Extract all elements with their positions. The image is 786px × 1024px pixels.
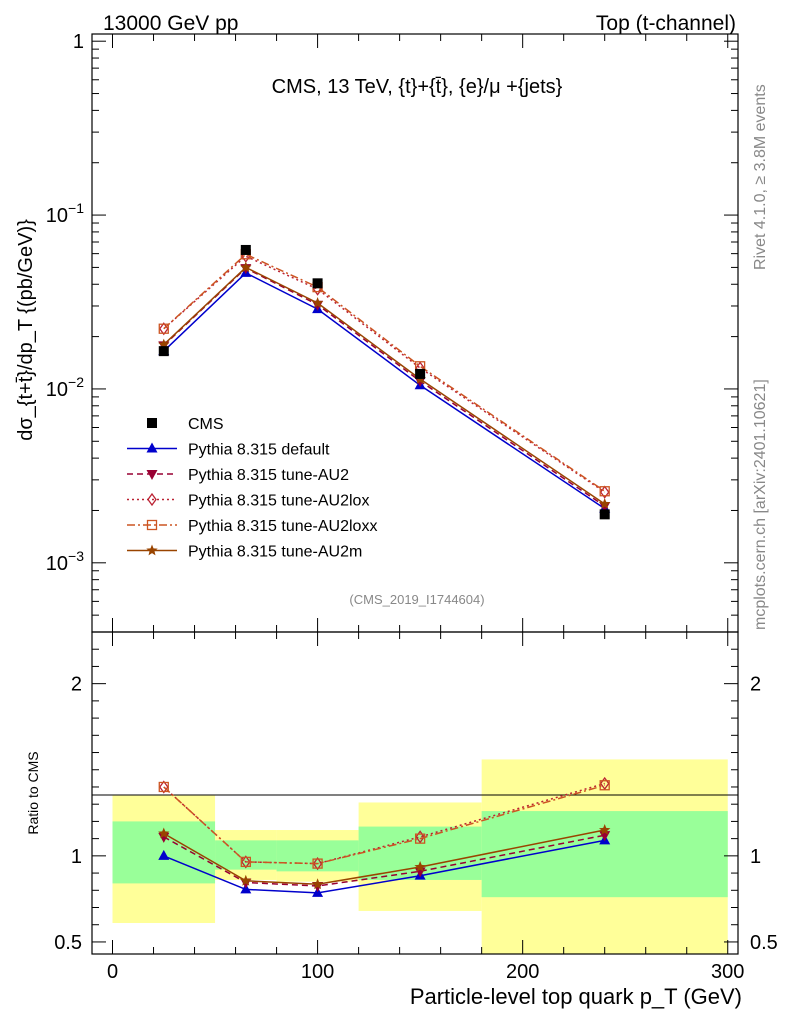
- upper-y-tick-label: 1: [73, 31, 84, 53]
- legend-label-au2loxx: Pythia 8.315 tune-AU2loxx: [188, 518, 377, 535]
- ratio-y-tick-label-left: 2: [71, 674, 82, 696]
- header-energy: 13000 GeV pp: [103, 12, 238, 35]
- ratio-frame: [91, 631, 739, 955]
- line-au2lox: [163, 255, 606, 493]
- upper-title: CMS, 13 TeV, {t}+{t̄}, {e}/μ +{jets}: [272, 76, 563, 98]
- ratio-point-au2m-2: [311, 878, 324, 890]
- ratio-point-au2m-0: [158, 827, 170, 839]
- legend-item-au2m: Pythia 8.315 tune-AU2m: [127, 544, 362, 561]
- band-green-1: [215, 840, 277, 870]
- upper-y-tick-label: 10−1: [46, 200, 84, 227]
- mcplots-label: mcplots.cern.ch [arXiv:2401.10621]: [752, 379, 769, 630]
- series-au2loxx: [158, 249, 610, 497]
- legend-marker-default: [146, 442, 158, 453]
- legend-marker-cms: [147, 418, 157, 428]
- ratio-y-tick-label-left: 0.5: [54, 932, 82, 954]
- ratio-series-au2m: [158, 824, 611, 890]
- legend-label-au2: Pythia 8.315 tune-AU2: [188, 467, 349, 484]
- point-au2loxx-0: [158, 323, 169, 334]
- ratio-y-tick-label-right: 2: [750, 674, 761, 696]
- ratio-point-au2lox-3: [415, 830, 425, 844]
- ratio-series-au2loxx: [158, 780, 610, 869]
- upper-panel: CMS, 13 TeV, {t}+{t̄}, {e}/μ +{jets} (CM…: [15, 31, 739, 633]
- legend-label-au2lox: Pythia 8.315 tune-AU2lox: [188, 493, 369, 510]
- ratio-point-au2lox-2: [312, 856, 323, 871]
- upper-y-tick-label: 10−2: [46, 374, 84, 401]
- point-cms-0: [158, 346, 169, 357]
- ratio-point-au2loxx-3: [414, 833, 426, 844]
- upper-y-axis-label: dσ_{t+t̄}/dp_T {(pb/GeV)}: [15, 219, 37, 441]
- point-au2m-0: [158, 338, 170, 350]
- point-au2m-4: [599, 498, 611, 509]
- ratio-point-au2m-3: [414, 861, 426, 872]
- x-tick-label: 0: [107, 961, 118, 983]
- legend-marker-au2m: [146, 544, 158, 556]
- legend-item-au2lox: Pythia 8.315 tune-AU2lox: [127, 493, 369, 510]
- legend-marker-au2: [146, 470, 158, 480]
- ratio-y-tick-label-left: 1: [71, 846, 82, 868]
- series-cms: [158, 244, 610, 520]
- ratio-point-au2loxx-1: [240, 856, 251, 868]
- point-au2m-1: [240, 261, 252, 273]
- ratio-point-default-0: [158, 849, 170, 860]
- ratio-point-au2lox-4: [599, 776, 610, 791]
- header-process: Top (t-channel): [596, 12, 736, 35]
- legend-marker-au2lox: [147, 492, 157, 507]
- legend-item-au2: Pythia 8.315 tune-AU2: [127, 467, 349, 484]
- point-cms-2: [312, 278, 323, 289]
- ratio-panel: Ratio to CMS 0.5 0.5 1 1 2 2 0 100 200 300 Parti…: [25, 34, 778, 1009]
- upper-frame: [91, 33, 739, 633]
- legend-item-default: Pythia 8.315 default: [127, 442, 330, 459]
- x-tick-label: 200: [506, 961, 539, 983]
- ratio-point-au2m-1: [240, 874, 252, 886]
- legend-item-cms: CMS: [147, 416, 224, 433]
- ratio-point-au2loxx-2: [312, 858, 323, 869]
- band-green-4: [481, 811, 728, 898]
- x-tick-label: 100: [301, 961, 334, 983]
- ratio-point-au2loxx-0: [158, 781, 169, 793]
- ratio-y-tick-label-right: 0.5: [750, 932, 778, 954]
- x-axis-label: Particle-level top quark p_T (GeV): [410, 984, 742, 1009]
- legend-item-au2loxx: Pythia 8.315 tune-AU2loxx: [127, 518, 377, 535]
- point-cms-1: [240, 244, 251, 255]
- legend: CMS Pythia 8.315 default Pythia 8.315 tune…: [127, 416, 377, 561]
- ratio-y-axis-label: Ratio to CMS: [25, 751, 41, 834]
- legend-label-cms: CMS: [188, 416, 224, 433]
- legend-label-au2m: Pythia 8.315 tune-AU2m: [188, 544, 362, 561]
- ratio-line-au2loxx: [163, 784, 605, 865]
- x-tick-label: 300: [711, 961, 744, 983]
- rivet-version-label: Rivet 4.1.0, ≥ 3.8M events: [752, 84, 769, 270]
- point-au2loxx-4: [599, 486, 610, 497]
- ratio-point-au2lox-0: [158, 780, 169, 794]
- point-au2m-2: [311, 297, 324, 308]
- ratio-y-tick-label-right: 1: [750, 846, 761, 868]
- point-cms-4: [599, 509, 610, 520]
- reference-label: (CMS_2019_I1744604): [349, 592, 484, 607]
- ratio-point-au2loxx-4: [599, 780, 610, 791]
- point-cms-3: [415, 368, 426, 379]
- legend-label-default: Pythia 8.315 default: [188, 442, 330, 459]
- legend-marker-au2loxx: [146, 519, 158, 531]
- ratio-point-au2m-4: [599, 824, 611, 835]
- upper-y-tick-label: 10−3: [46, 548, 84, 575]
